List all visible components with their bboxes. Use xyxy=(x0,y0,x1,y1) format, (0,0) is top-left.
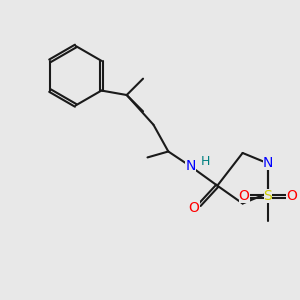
Text: O: O xyxy=(239,189,250,203)
Text: O: O xyxy=(286,189,297,203)
Text: S: S xyxy=(263,189,272,203)
Text: O: O xyxy=(189,201,200,215)
Text: N: N xyxy=(263,156,273,170)
Text: H: H xyxy=(201,155,210,168)
Text: N: N xyxy=(185,159,196,173)
